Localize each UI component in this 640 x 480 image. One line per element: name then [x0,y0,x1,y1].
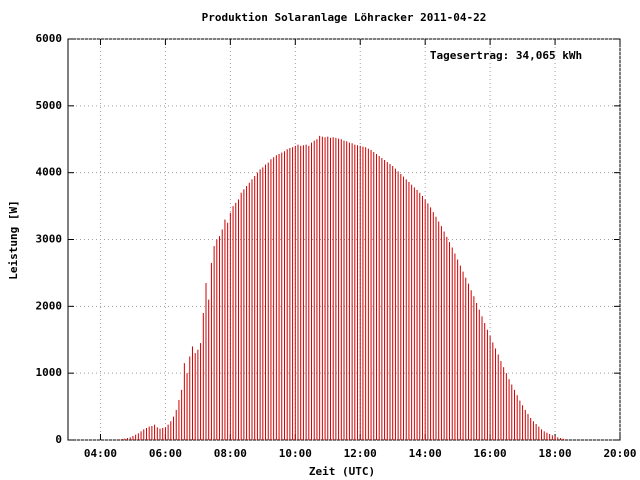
x-tick-label: 08:00 [214,447,247,460]
y-tick-label: 0 [55,433,62,446]
x-tick-label: 06:00 [149,447,182,460]
x-tick-label: 16:00 [474,447,507,460]
x-tick-label: 04:00 [84,447,117,460]
x-tick-label: 12:00 [344,447,377,460]
annotation: Tagesertrag: 34,065 kWh [430,49,582,62]
y-tick-label: 5000 [36,99,63,112]
x-tick-label: 18:00 [538,447,571,460]
y-tick-label: 4000 [36,166,63,179]
y-tick-label: 6000 [36,32,63,45]
x-axis-label: Zeit (UTC) [309,465,375,478]
chart-title: Produktion Solaranlage Löhracker 2011-04… [202,11,487,24]
x-tick-label: 10:00 [279,447,312,460]
y-axis-label: Leistung [W] [7,200,20,279]
x-tick-label: 20:00 [603,447,636,460]
y-tick-label: 3000 [36,233,63,246]
y-tick-label: 1000 [36,366,63,379]
x-tick-label: 14:00 [409,447,442,460]
y-tick-label: 2000 [36,299,63,312]
